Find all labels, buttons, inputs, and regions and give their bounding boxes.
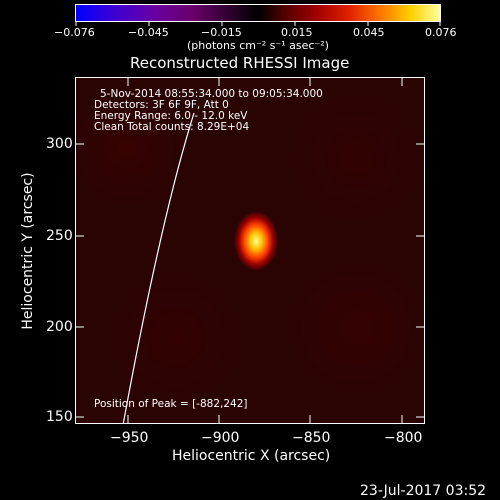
x-tick-800: −800 — [384, 430, 423, 446]
info-detectors: Detectors: 3F 6F 9F, Att 0 — [94, 99, 229, 111]
y-tick-200: 200 — [46, 319, 73, 335]
y-tick-300: 300 — [46, 136, 73, 152]
x-tick-900: −900 — [201, 430, 240, 446]
colorbar-tick-3: 0.015 — [281, 26, 313, 39]
x-axis-label: Heliocentric X (arcsec) — [172, 448, 331, 464]
colorbar — [75, 4, 441, 22]
colorbar-ticks — [75, 22, 441, 26]
colorbar-tick-4: 0.045 — [353, 26, 385, 39]
plot-title: Reconstructed RHESSI Image — [130, 54, 350, 72]
y-tick-150: 150 — [46, 409, 73, 425]
solar-limb-curve — [122, 112, 195, 423]
y-tick-250: 250 — [46, 228, 73, 244]
colorbar-tick-1: −0.045 — [128, 26, 169, 39]
colorbar-tick-5: 0.076 — [425, 26, 457, 39]
info-peak-position: Position of Peak = [-882,242] — [94, 398, 248, 410]
footer-date: 23-Jul-2017 03:52 — [360, 483, 487, 499]
info-energy-range: Energy Range: 6.0 - 12.0 keV — [94, 110, 248, 122]
x-tick-850: −850 — [292, 430, 331, 446]
colorbar-unit-label: (photons cm⁻² s⁻¹ asec⁻²) — [187, 39, 329, 52]
x-tick-950: −950 — [110, 430, 149, 446]
colorbar-tick-2: −0.015 — [201, 26, 242, 39]
colorbar-tick-0: −0.076 — [54, 26, 95, 39]
info-clean-counts: Clean Total counts: 8.29E+04 — [94, 121, 250, 133]
image-plot-area: 5-Nov-2014 08:55:34.000 to 09:05:34.000 … — [75, 77, 425, 424]
info-time-range: 5-Nov-2014 08:55:34.000 to 09:05:34.000 — [100, 88, 323, 100]
y-axis-label: Heliocentric Y (arcsec) — [20, 172, 36, 330]
